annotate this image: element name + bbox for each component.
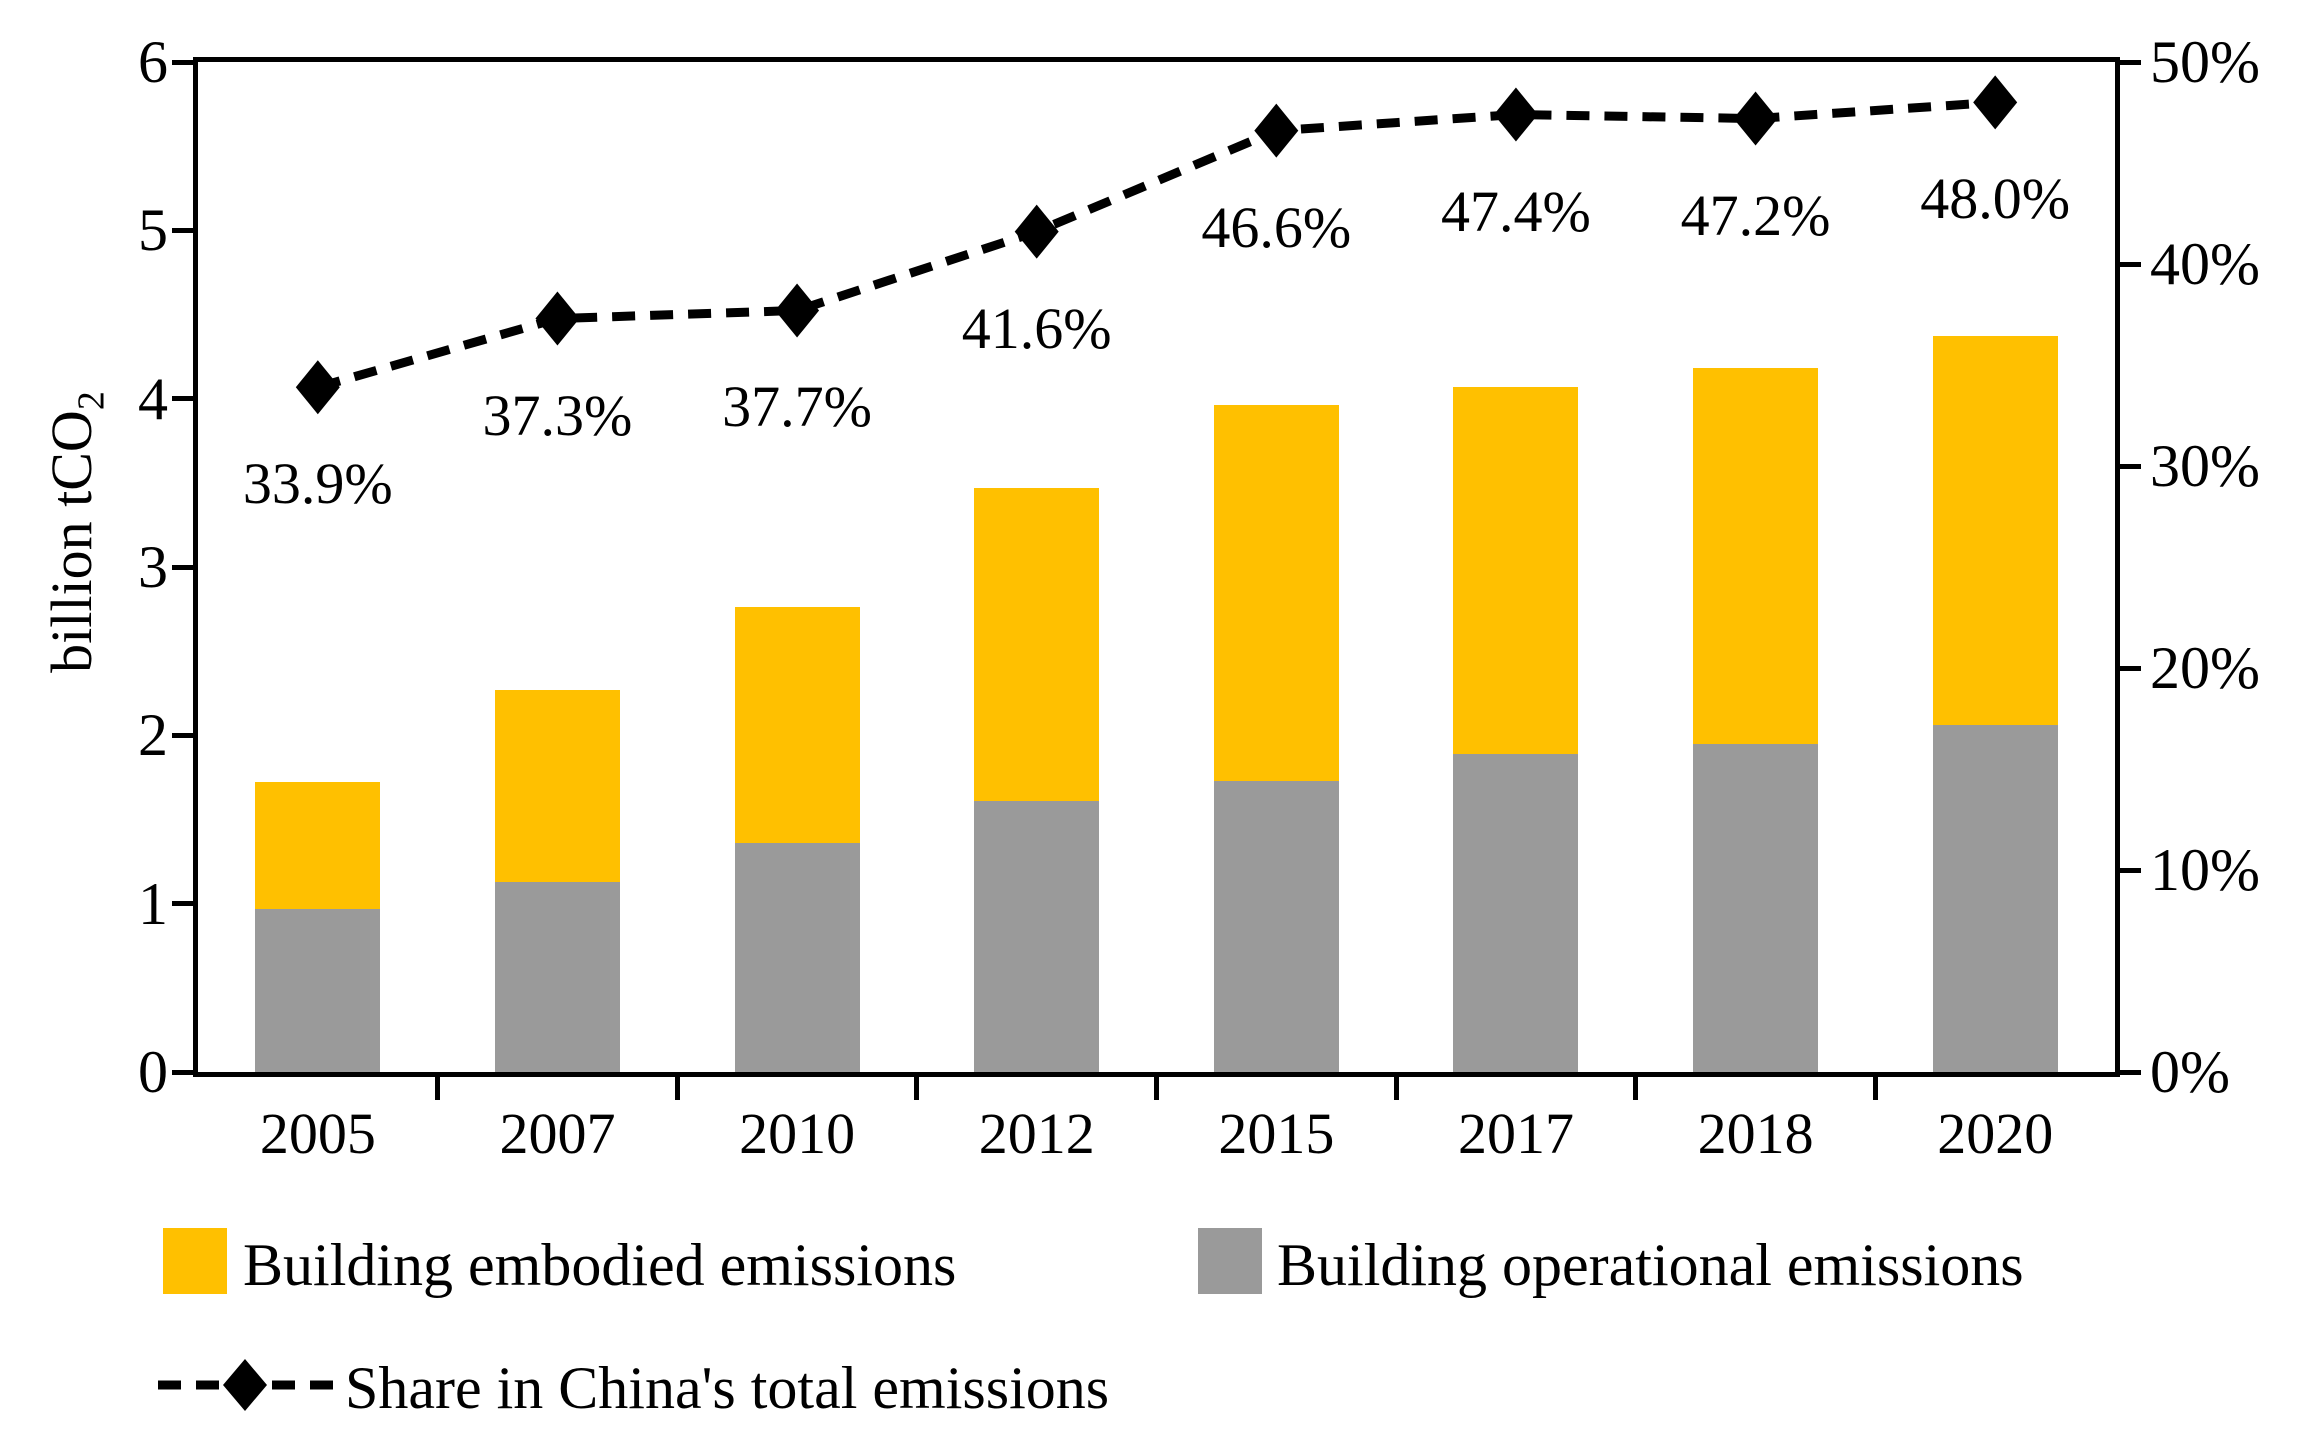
bar-embodied-2005 (255, 782, 381, 909)
x-label-2007: 2007 (499, 1101, 616, 1166)
right-tick-label-0%: 0% (2150, 1039, 2230, 1105)
x-label-2015: 2015 (1218, 1101, 1335, 1166)
y-axis-title-text: billion tCO (39, 410, 104, 673)
bar-operational-2010 (734, 843, 860, 1072)
x-label-2012: 2012 (978, 1101, 1095, 1166)
bottom-tick-6 (1633, 1072, 1639, 1100)
share-label-2017: 47.4% (1441, 178, 1591, 244)
right-tick-label-50%: 50% (2150, 29, 2260, 95)
bar-operational-2007 (494, 881, 620, 1072)
share-label-2005: 33.9% (242, 451, 393, 517)
x-label-2010: 2010 (739, 1101, 856, 1166)
left-tick-1 (172, 901, 198, 907)
right-tick-0% (2115, 1069, 2141, 1075)
share-label-2007: 37.3% (482, 382, 633, 448)
share-label-2018: 47.2% (1680, 182, 1831, 248)
y-axis-title: billion tCO2 (38, 252, 113, 812)
bar-embodied-2012 (974, 487, 1100, 801)
bottom-tick-2 (674, 1072, 680, 1100)
right-tick-label-20%: 20% (2150, 635, 2260, 701)
diamond-marker-2010 (775, 283, 820, 338)
bar-embodied-2015 (1213, 405, 1339, 781)
legend-swatch-operational (1198, 1228, 1262, 1294)
legend-label-operational: Building operational emissions (1277, 1232, 2024, 1298)
bar-embodied-2017 (1453, 386, 1579, 754)
bar-operational-2015 (1213, 780, 1339, 1072)
y-axis-title-subscript: 2 (70, 391, 113, 411)
x-label-2020: 2020 (1937, 1101, 2054, 1166)
legend-label-share: Share in China's total emissions (345, 1355, 1110, 1421)
x-label-2018: 2018 (1697, 1101, 1814, 1166)
bottom-tick-1 (435, 1072, 441, 1100)
bar-embodied-2020 (1932, 336, 2058, 726)
legend-label-embodied: Building embodied emissions (243, 1232, 957, 1298)
bottom-tick-4 (1154, 1072, 1159, 1100)
left-tick-label-0: 0 (138, 1039, 168, 1105)
left-tick-0 (172, 1069, 198, 1075)
right-tick-40% (2115, 261, 2141, 267)
legend-swatch-embodied (163, 1228, 227, 1294)
diamond-marker-2007 (535, 291, 580, 346)
diamond-marker-2018 (1733, 91, 1778, 146)
diamond-marker-2017 (1493, 87, 1538, 142)
diamond-marker-2012 (1014, 204, 1059, 259)
diamond-marker-2020 (1973, 75, 2018, 130)
share-label-2012: 41.6% (961, 295, 1112, 361)
bar-operational-2018 (1693, 743, 1819, 1072)
share-label-2015: 46.6% (1201, 194, 1352, 260)
right-tick-20% (2115, 665, 2141, 671)
bottom-tick-5 (1393, 1072, 1399, 1100)
share-label-2020: 48.0% (1920, 166, 2071, 232)
diamond-marker-2015 (1254, 103, 1299, 158)
left-tick-6 (172, 59, 198, 65)
x-label-2005: 2005 (259, 1101, 376, 1166)
bar-embodied-2010 (734, 607, 860, 844)
bottom-tick-3 (914, 1072, 920, 1100)
legend-marker-share-line (158, 1359, 333, 1411)
bar-embodied-2018 (1693, 368, 1819, 744)
right-tick-label-40%: 40% (2150, 231, 2260, 297)
right-tick-10% (2115, 867, 2141, 873)
bar-operational-2005 (255, 908, 381, 1072)
left-tick-label-6: 6 (138, 29, 168, 95)
bar-embodied-2007 (494, 689, 620, 882)
x-label-2017: 2017 (1457, 1101, 1574, 1166)
left-tick-label-2: 2 (138, 702, 168, 769)
bottom-tick-7 (1872, 1072, 1878, 1100)
left-tick-label-5: 5 (138, 197, 168, 264)
bar-operational-2017 (1453, 753, 1579, 1072)
left-tick-3 (172, 564, 198, 570)
right-tick-50% (2115, 59, 2141, 65)
share-label-2010: 37.7% (722, 374, 872, 440)
left-tick-4 (172, 396, 198, 402)
left-tick-label-3: 3 (138, 534, 168, 600)
right-tick-30% (2115, 463, 2141, 469)
right-tick-label-10%: 10% (2150, 837, 2260, 903)
left-tick-5 (172, 227, 198, 233)
bar-operational-2020 (1932, 725, 2058, 1072)
left-tick-label-1: 1 (138, 870, 168, 937)
right-tick-label-30%: 30% (2150, 433, 2260, 499)
left-tick-2 (172, 732, 198, 738)
diamond-marker-2005 (295, 360, 340, 415)
left-tick-label-4: 4 (138, 365, 168, 432)
bar-operational-2012 (974, 800, 1100, 1072)
